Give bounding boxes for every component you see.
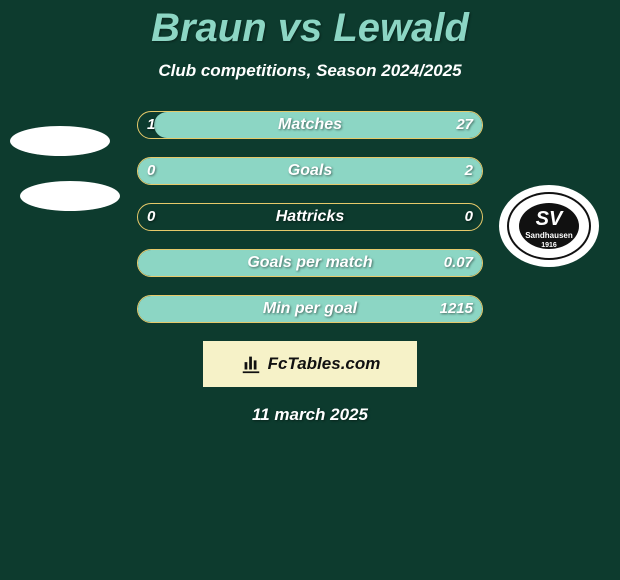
stat-value-right: 1215 [440,295,473,323]
stat-row: Goals per match0.07 [137,249,483,277]
page-title: Braun vs Lewald [0,6,620,51]
stat-value-right: 0.07 [444,249,473,277]
subtitle: Club competitions, Season 2024/2025 [0,61,620,81]
source-badge[interactable]: FcTables.com [203,341,417,387]
stat-value-left: 0 [147,203,155,231]
stat-value-right: 27 [456,111,473,139]
club-logo-year: 1916 [541,242,557,249]
stat-label: Matches [137,111,483,139]
stat-row: Goals0 2 [137,157,483,185]
date-label: 11 march 2025 [0,405,620,425]
stat-value-left: 0 [147,157,155,185]
club-logo-name: Sandhausen [525,231,573,240]
stat-row: Matches1 27 [137,111,483,139]
stat-row: Hattricks0 0 [137,203,483,231]
club-logo-right: SV Sandhausen 1916 [499,185,599,267]
source-badge-label: FcTables.com [268,354,381,374]
club-logo-sv: SV [536,208,564,230]
left-ellipse-mid [20,181,120,211]
stat-value-right: 0 [465,203,473,231]
stat-row: Min per goal1215 [137,295,483,323]
stat-label: Goals [137,157,483,185]
left-ellipse-top [10,126,110,156]
stat-value-left: 1 [147,111,155,139]
bar-chart-icon [240,353,268,375]
stat-label: Hattricks [137,203,483,231]
stat-label: Goals per match [137,249,483,277]
root: Braun vs Lewald Club competitions, Seaso… [0,6,620,580]
stat-value-right: 2 [465,157,473,185]
stat-label: Min per goal [137,295,483,323]
